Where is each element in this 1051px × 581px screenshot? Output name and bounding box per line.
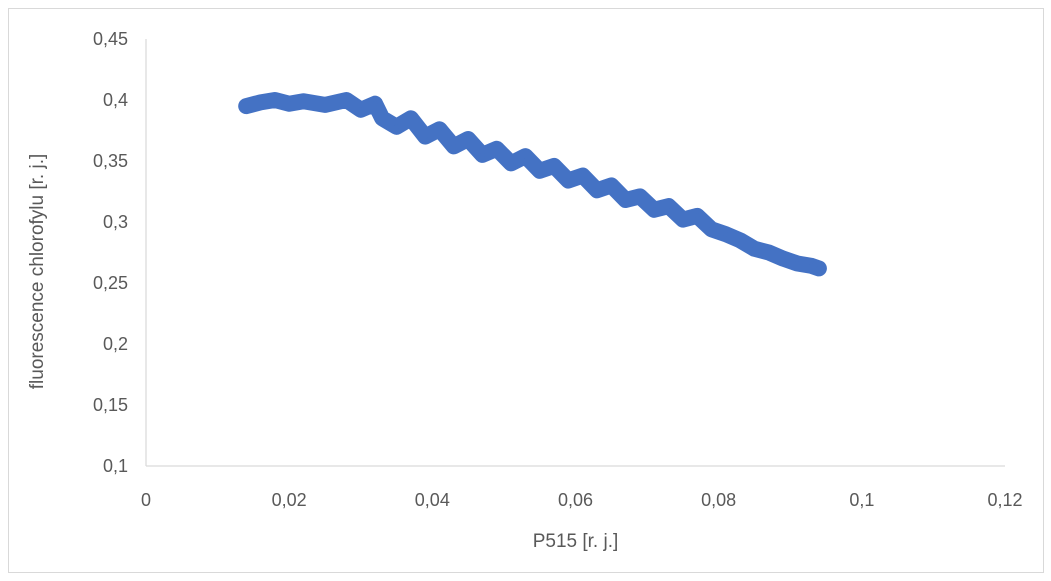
data-point xyxy=(608,182,614,188)
x-tick-labels: 0 0,02 0,04 0,06 0,08 0,1 0,12 xyxy=(141,490,1023,510)
data-point xyxy=(272,97,278,103)
y-tick-label: 0,35 xyxy=(93,151,128,171)
y-tick-label: 0,1 xyxy=(103,456,128,476)
data-point xyxy=(737,237,743,243)
data-point xyxy=(537,168,543,174)
data-point xyxy=(637,193,643,199)
y-tick-label: 0,3 xyxy=(103,212,128,232)
data-point xyxy=(301,98,306,104)
data-point xyxy=(694,213,700,219)
data-point xyxy=(465,136,471,142)
series-band xyxy=(238,92,827,277)
y-tick-label: 0,15 xyxy=(93,395,128,415)
y-tick-labels: 0,1 0,15 0,2 0,25 0,3 0,35 0,4 0,45 xyxy=(93,29,128,476)
data-point xyxy=(451,143,457,149)
data-point xyxy=(580,173,586,179)
y-tick-label: 0,45 xyxy=(93,29,128,49)
chart-frame xyxy=(8,8,1044,573)
data-point xyxy=(794,261,800,266)
data-point xyxy=(322,102,328,108)
x-tick-label: 0 xyxy=(141,490,151,510)
x-tick-label: 0,02 xyxy=(272,490,307,510)
x-tick-label: 0,12 xyxy=(987,490,1022,510)
data-point xyxy=(258,99,263,105)
y-axis-title: fluorescence chlorofylu [r. j.] xyxy=(27,154,48,390)
data-point xyxy=(286,101,292,107)
data-point xyxy=(780,256,786,262)
data-point xyxy=(494,146,500,152)
x-axis-title: P515 [r. j.] xyxy=(533,531,619,552)
data-point xyxy=(623,197,629,203)
data-point xyxy=(522,153,528,159)
data-point xyxy=(752,246,757,252)
y-tick-label: 0,2 xyxy=(103,334,128,354)
data-point xyxy=(709,226,714,232)
data-point xyxy=(508,160,514,166)
data-point xyxy=(479,152,485,158)
data-point xyxy=(379,115,385,121)
data-point xyxy=(372,101,378,107)
data-point xyxy=(394,124,399,130)
data-point xyxy=(551,163,557,169)
data-point xyxy=(723,231,729,237)
data-point xyxy=(343,97,349,103)
data-point xyxy=(816,265,822,271)
x-tick-label: 0,04 xyxy=(415,490,450,510)
data-point xyxy=(437,126,442,132)
data-point xyxy=(408,115,414,121)
data-point xyxy=(422,134,428,140)
data-point xyxy=(809,263,815,269)
axes-group xyxy=(145,39,1005,467)
data-point xyxy=(666,203,672,209)
x-tick-label: 0,1 xyxy=(849,490,874,510)
series-layer xyxy=(238,92,827,277)
y-tick-label: 0,25 xyxy=(93,273,128,293)
data-point xyxy=(243,103,249,109)
data-point xyxy=(594,187,600,193)
data-point xyxy=(680,217,686,223)
data-point xyxy=(358,107,364,113)
x-tick-label: 0,08 xyxy=(701,490,736,510)
data-point xyxy=(766,250,772,255)
y-tick-label: 0,4 xyxy=(103,90,128,110)
x-tick-label: 0,06 xyxy=(558,490,593,510)
data-point xyxy=(651,207,657,213)
data-point xyxy=(565,178,571,183)
